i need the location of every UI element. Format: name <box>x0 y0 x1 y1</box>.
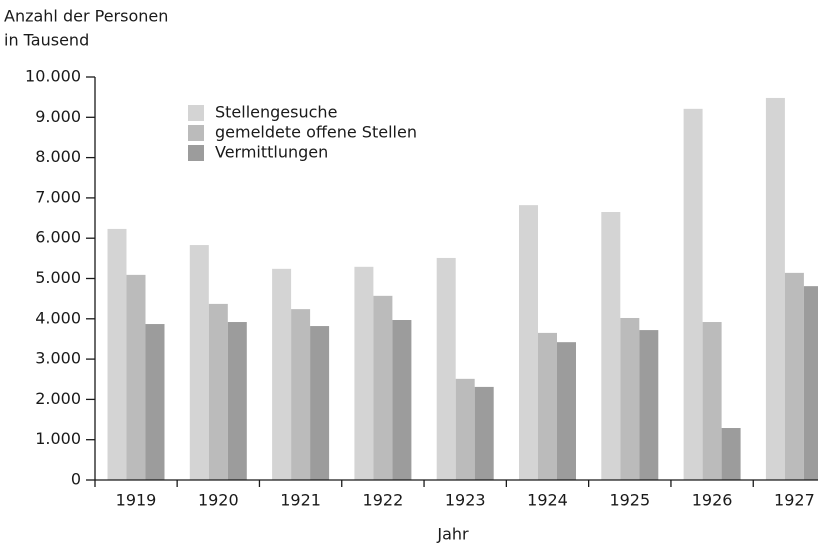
y-tick-label: 7.000 <box>35 187 81 206</box>
bar <box>145 324 165 480</box>
bar <box>310 326 330 480</box>
bar <box>126 274 146 480</box>
bar <box>291 309 311 480</box>
y-tick-label: 8.000 <box>35 147 81 166</box>
bar <box>436 257 456 480</box>
y-tick-label: 3.000 <box>35 349 81 368</box>
legend-swatch <box>188 125 204 141</box>
y-tick-label: 1.000 <box>35 429 81 448</box>
y-tick-label: 0 <box>71 470 81 489</box>
x-tick-label: 1925 <box>609 491 650 510</box>
y-tick-label: 9.000 <box>35 107 81 126</box>
bar <box>272 268 292 480</box>
bar <box>519 205 538 481</box>
bar <box>601 212 621 480</box>
bar <box>702 322 722 480</box>
bar <box>538 332 557 480</box>
y-tick-label: 5.000 <box>35 268 81 287</box>
bar <box>765 97 785 481</box>
x-tick-label: 1919 <box>116 491 157 510</box>
bar <box>803 286 818 480</box>
bar <box>189 245 209 480</box>
legend-label: gemeldete offene Stellen <box>215 123 417 142</box>
x-tick-label: 1922 <box>363 491 404 510</box>
bar <box>639 330 659 480</box>
x-axis-label: Jahr <box>436 525 469 544</box>
y-tick-label: 10.000 <box>25 67 81 86</box>
bar <box>721 428 741 480</box>
x-tick-label: 1926 <box>692 491 733 510</box>
legend-label: Vermittlungen <box>215 143 328 162</box>
y-tick-label: 6.000 <box>35 228 81 247</box>
bar <box>208 303 228 480</box>
y-axis-label: Anzahl der Personen <box>4 7 168 26</box>
bar <box>455 378 475 480</box>
x-tick-label: 1927 <box>774 491 815 510</box>
x-tick-label: 1924 <box>527 491 568 510</box>
bar <box>373 295 393 480</box>
bar <box>620 317 640 480</box>
legend-swatch <box>188 145 204 161</box>
y-tick-label: 2.000 <box>35 389 81 408</box>
bar <box>227 322 247 480</box>
bar <box>107 228 127 480</box>
legend-swatch <box>188 105 204 121</box>
bar <box>557 342 576 480</box>
y-axis-label: in Tausend <box>4 31 89 50</box>
x-tick-label: 1921 <box>280 491 321 510</box>
bar <box>354 266 374 480</box>
bar <box>392 320 412 480</box>
bar <box>784 272 804 480</box>
bar <box>683 108 703 480</box>
legend-label: Stellengesuche <box>215 103 337 122</box>
y-tick-label: 4.000 <box>35 308 81 327</box>
x-tick-label: 1920 <box>198 491 239 510</box>
bar <box>474 386 494 480</box>
x-tick-label: 1923 <box>445 491 486 510</box>
